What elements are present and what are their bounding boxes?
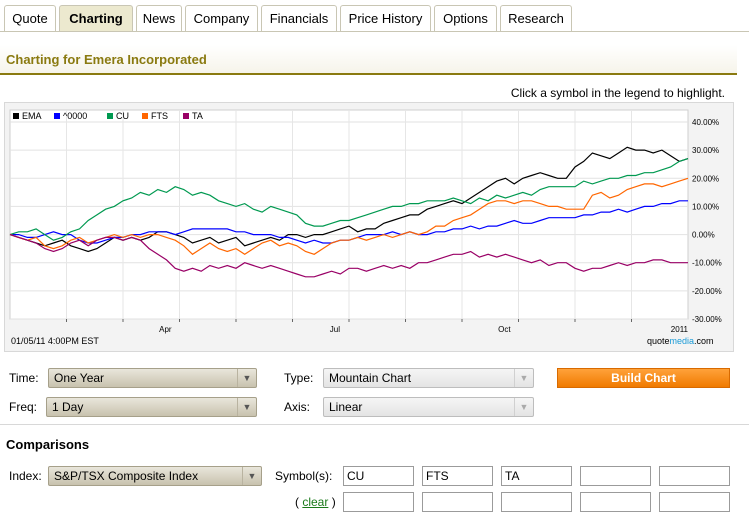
time-label: Time: — [9, 371, 39, 385]
legend-hint: Click a symbol in the legend to highligh… — [510, 86, 725, 100]
tab-bar: Quote Charting News Company Financials P… — [0, 0, 749, 35]
clear-control: ( clear ) — [295, 495, 336, 509]
symbol-input-6[interactable] — [343, 492, 414, 512]
chevron-down-icon: ▼ — [514, 398, 533, 416]
chart-panel: 40.00% 30.00% 20.00% 10.00% 0.00% -10.00% -20.… — [4, 102, 734, 352]
x-tick-label: 2011 — [671, 325, 689, 334]
freq-value: 1 Day — [52, 400, 84, 414]
quotemedia-logo: quotemedia.com — [647, 336, 714, 346]
type-label: Type: — [284, 371, 314, 385]
y-tick-label: 0.00% — [692, 231, 715, 240]
y-tick-label: -10.00% — [692, 259, 722, 268]
legend-label: ^0000 — [63, 111, 87, 121]
build-chart-button[interactable]: Build Chart — [557, 368, 730, 388]
legend-swatch — [54, 113, 60, 119]
legend-label: EMA — [22, 111, 42, 121]
y-tick-label: 10.00% — [692, 202, 719, 211]
legend-swatch — [13, 113, 19, 119]
time-value: One Year — [54, 371, 105, 385]
x-tick-label: Jul — [330, 325, 340, 334]
tab-price-history[interactable]: Price History — [340, 5, 431, 31]
axis-select[interactable]: Linear ▼ — [323, 397, 534, 417]
type-select[interactable]: Mountain Chart ▼ — [323, 368, 534, 388]
clear-link[interactable]: clear — [302, 495, 329, 509]
series-line-fts — [9, 177, 689, 256]
symbol-input-5[interactable] — [659, 466, 730, 486]
legend-swatch — [142, 113, 148, 119]
symbol-input-8[interactable] — [501, 492, 572, 512]
page-title: Charting for Emera Incorporated — [6, 52, 207, 67]
x-tick-label: Oct — [498, 325, 511, 334]
index-select[interactable]: S&P/TSX Composite Index ▼ — [48, 466, 262, 486]
brand-media: media — [669, 336, 695, 346]
y-tick-label: -20.00% — [692, 287, 722, 296]
clear-close: ) — [328, 495, 336, 509]
legend-swatch — [107, 113, 113, 119]
heading-bar — [0, 45, 737, 75]
brand-prefix: quote — [647, 336, 670, 346]
axis-value: Linear — [329, 400, 363, 414]
x-tick-label: Apr — [159, 325, 172, 334]
series-line-cu — [9, 158, 689, 241]
tab-divider — [0, 31, 749, 32]
legend-label: FTS — [151, 111, 168, 121]
tab-company[interactable]: Company — [185, 5, 258, 31]
symbol-input-4[interactable] — [580, 466, 651, 486]
clear-open: ( — [295, 495, 303, 509]
axis-label: Axis: — [284, 400, 311, 414]
chevron-down-icon: ▼ — [242, 467, 261, 485]
chart-date: 01/05/11 4:00PM EST — [11, 336, 99, 346]
y-tick-label: 40.00% — [692, 118, 719, 127]
tab-financials[interactable]: Financials — [261, 5, 337, 31]
symbol-input-2[interactable] — [422, 466, 493, 486]
legend-label: TA — [192, 111, 203, 121]
chevron-down-icon: ▼ — [237, 369, 256, 387]
divider — [0, 424, 749, 425]
freq-select[interactable]: 1 Day ▼ — [46, 397, 257, 417]
symbol-input-9[interactable] — [580, 492, 651, 512]
type-value: Mountain Chart — [329, 371, 412, 385]
symbol-input-3[interactable] — [501, 466, 572, 486]
freq-label: Freq: — [9, 400, 38, 414]
index-label: Index: — [9, 469, 42, 483]
symbol-input-10[interactable] — [659, 492, 730, 512]
symbol-input-7[interactable] — [422, 492, 493, 512]
tab-options[interactable]: Options — [434, 5, 497, 31]
tab-charting[interactable]: Charting — [59, 5, 133, 31]
legend-label: CU — [116, 111, 129, 121]
brand-suffix: .com — [694, 336, 714, 346]
symbols-label: Symbol(s): — [275, 469, 333, 483]
tab-research[interactable]: Research — [500, 5, 572, 31]
index-value: S&P/TSX Composite Index — [54, 469, 199, 483]
chevron-down-icon: ▼ — [514, 369, 533, 387]
symbol-input-1[interactable] — [343, 466, 414, 486]
tab-quote[interactable]: Quote — [4, 5, 56, 31]
price-chart: 40.00% 30.00% 20.00% 10.00% 0.00% -10.00% -20.… — [9, 109, 722, 334]
tab-news[interactable]: News — [136, 5, 182, 31]
legend-swatch — [183, 113, 189, 119]
series-line-ta — [9, 234, 688, 278]
y-tick-label: 20.00% — [692, 174, 719, 183]
chevron-down-icon: ▼ — [237, 398, 256, 416]
comparisons-heading: Comparisons — [6, 437, 90, 452]
y-tick-label: 30.00% — [692, 146, 719, 155]
time-select[interactable]: One Year ▼ — [48, 368, 257, 388]
y-tick-label: -30.00% — [692, 315, 722, 324]
